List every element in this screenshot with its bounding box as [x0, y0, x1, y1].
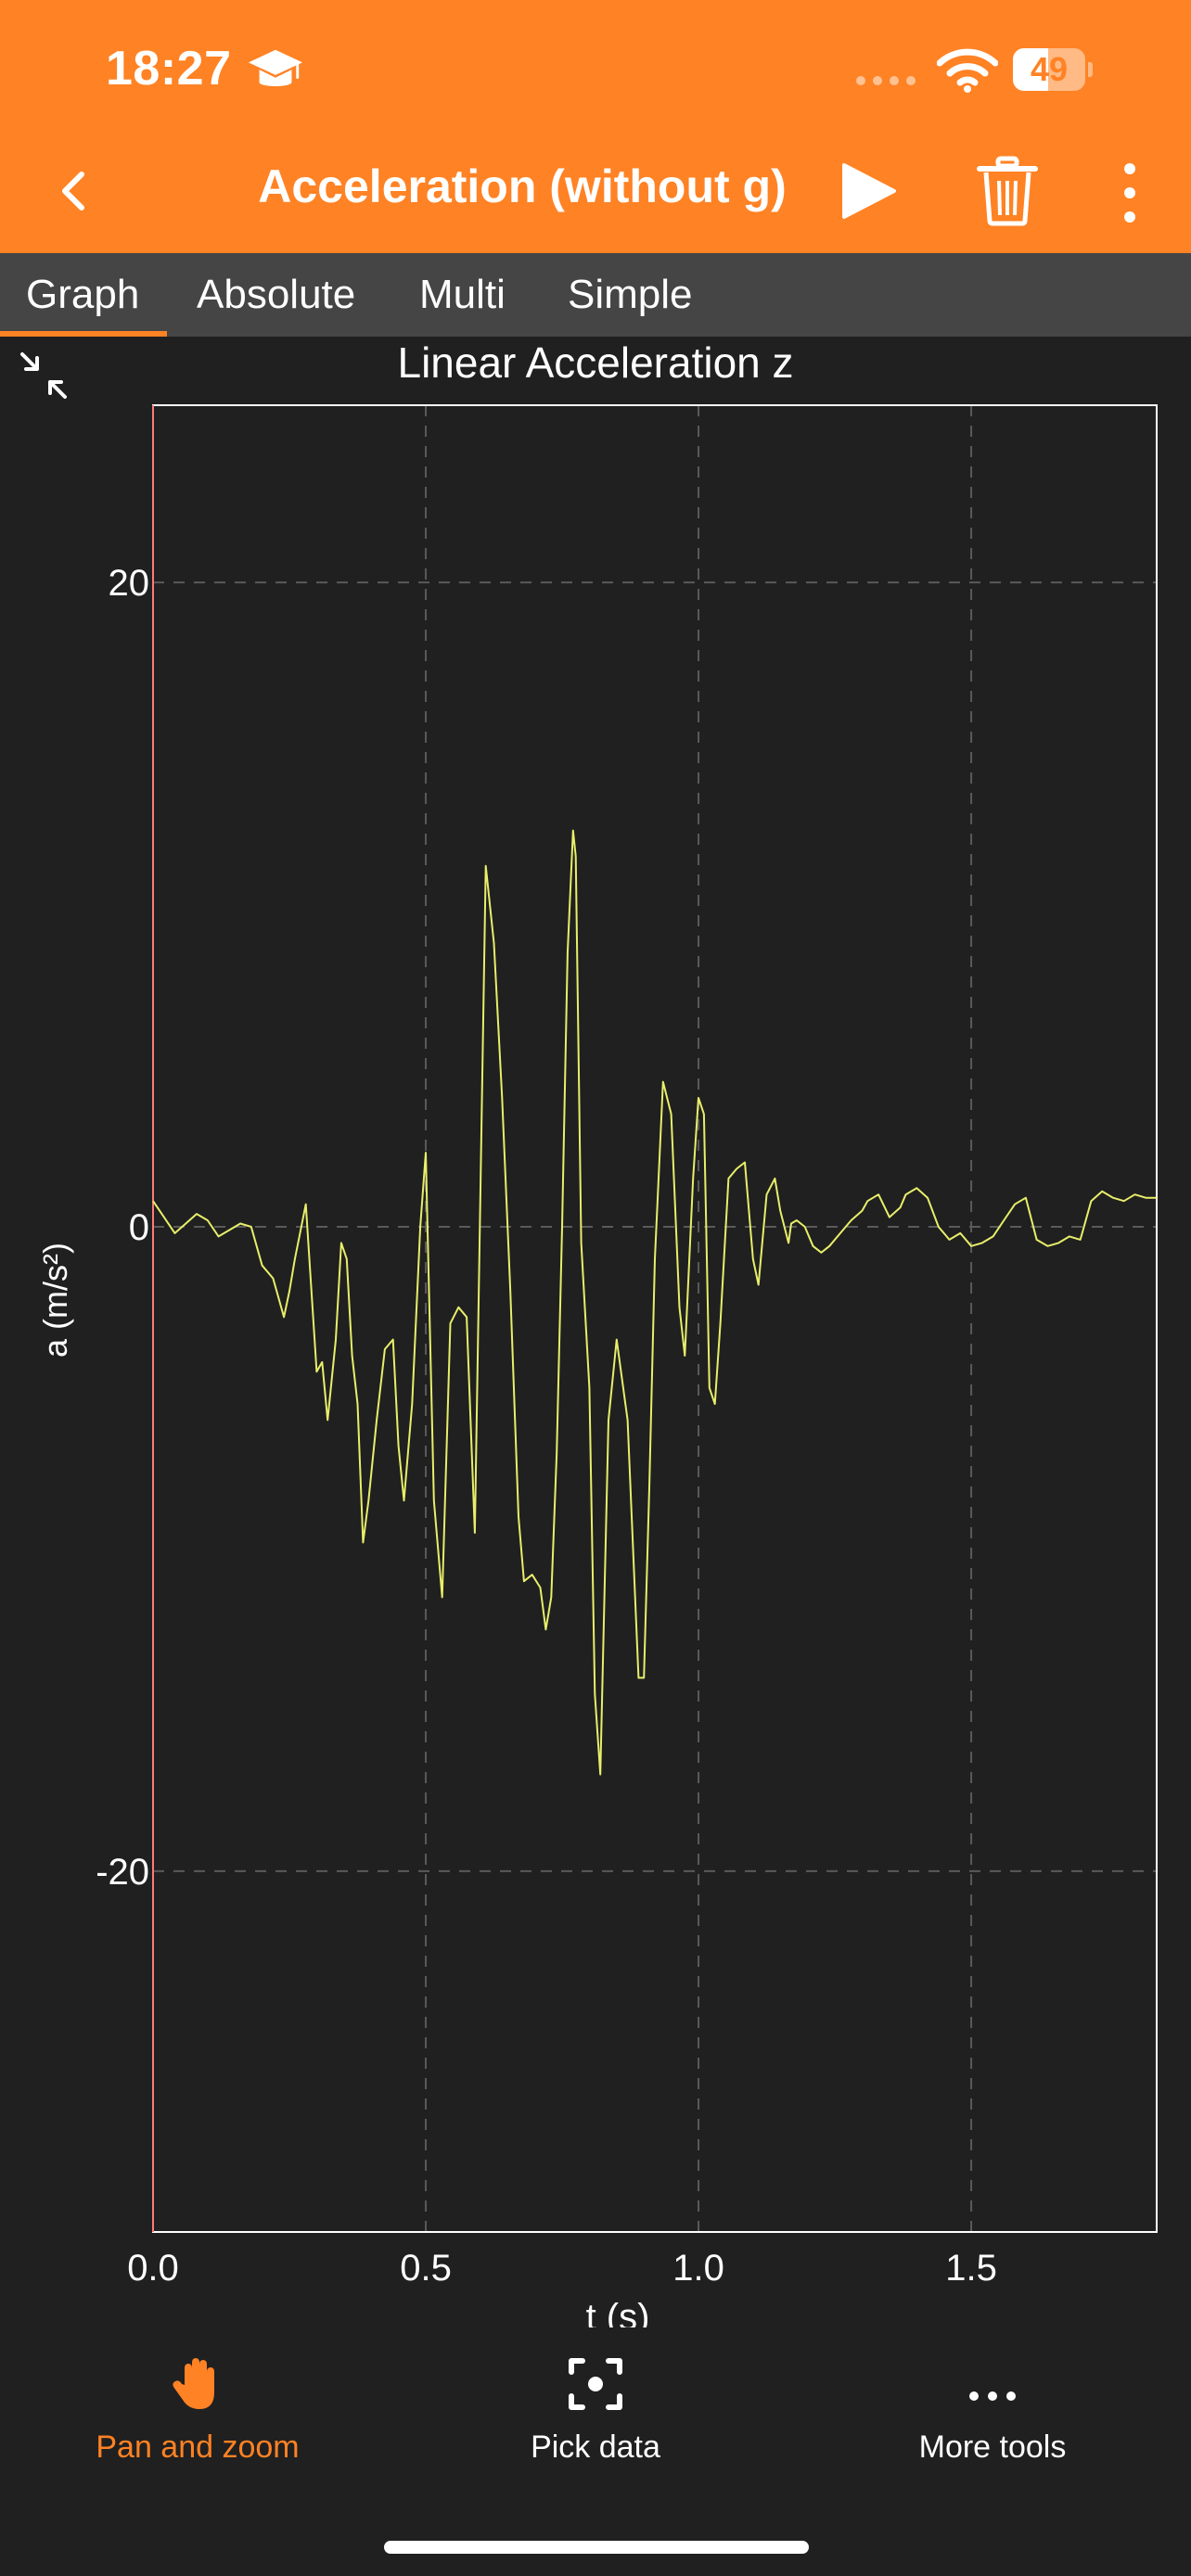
y-tick-label: 0	[129, 1207, 149, 1248]
pick-data-button[interactable]: Pick data	[456, 2355, 735, 2494]
more-tools-button[interactable]: More tools	[853, 2355, 1132, 2494]
wifi-icon	[937, 48, 998, 93]
home-indicator	[384, 2541, 809, 2554]
delete-button[interactable]	[976, 156, 1039, 226]
pan-and-zoom-button[interactable]: Pan and zoom	[58, 2355, 337, 2494]
series-line	[152, 829, 1157, 1776]
x-tick-label: 1.0	[672, 2248, 724, 2289]
plot-frame	[152, 404, 1158, 2233]
more-tools-label: More tools	[918, 2429, 1067, 2465]
app-header: 18:27 49 Acceleration (without g)	[0, 0, 1191, 253]
y-tick-label: 20	[109, 563, 150, 604]
cellular-signal-icon	[856, 76, 916, 85]
hand-icon	[173, 2358, 214, 2409]
y-axis-label: a (m/s²)	[36, 1243, 74, 1358]
graduation-cap-icon	[248, 49, 303, 86]
tab-multi[interactable]: Multi	[419, 272, 506, 317]
pick-data-label: Pick data	[531, 2429, 660, 2465]
battery-cap	[1088, 62, 1093, 77]
x-tick-labels: 0.0 0.5 1.0 1.5	[127, 2248, 997, 2289]
play-button[interactable]	[837, 161, 902, 221]
collapse-icon[interactable]	[19, 351, 69, 401]
x-tick-label: 1.5	[945, 2248, 997, 2289]
y-tick-labels: 20 0 -20	[96, 563, 149, 1893]
more-options-button[interactable]	[1111, 159, 1148, 226]
x-axis-label: t (s)	[586, 2297, 650, 2327]
chart-title: Linear Acceleration z	[397, 338, 794, 387]
tab-bar: Graph Absolute Multi Simple	[0, 253, 1191, 337]
back-button[interactable]	[46, 163, 102, 219]
chart-grid	[152, 405, 1157, 2232]
tab-simple[interactable]: Simple	[568, 272, 693, 317]
ellipsis-icon	[969, 2391, 1016, 2401]
chart[interactable]: 0.0 0.5 1.0 1.5 20 0 -20 t (s) a (m/s²)	[0, 399, 1191, 2327]
x-tick-label: 0.5	[400, 2248, 452, 2289]
battery-fill	[1013, 48, 1049, 91]
pan-and-zoom-label: Pan and zoom	[96, 2429, 300, 2465]
y-tick-label: -20	[96, 1852, 149, 1893]
page-title: Acceleration (without g)	[258, 160, 787, 212]
battery-percent: 49	[1030, 50, 1069, 88]
tab-graph[interactable]: Graph	[0, 253, 167, 337]
tab-absolute[interactable]: Absolute	[197, 272, 356, 317]
focus-target-icon	[569, 2358, 622, 2410]
battery-indicator: 49	[1013, 48, 1093, 91]
status-time: 18:27	[106, 42, 232, 96]
x-tick-label: 0.0	[127, 2248, 179, 2289]
